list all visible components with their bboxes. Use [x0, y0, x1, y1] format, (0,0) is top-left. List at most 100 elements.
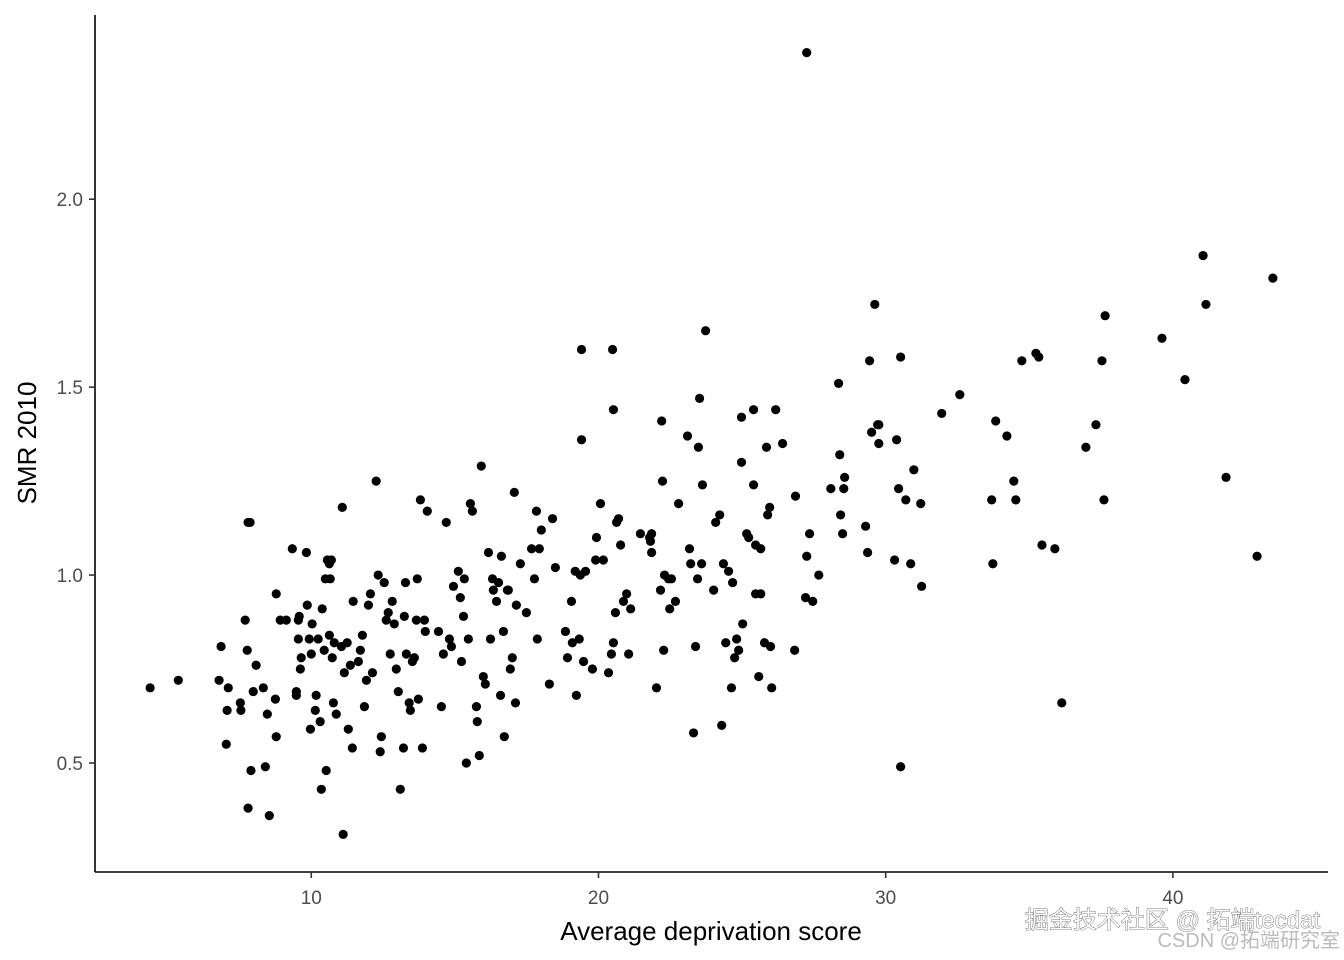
point: [711, 517, 721, 528]
point: [862, 547, 873, 558]
point: [808, 596, 818, 606]
point: [1157, 333, 1167, 343]
point: [328, 698, 338, 708]
point: [576, 344, 587, 355]
point: [826, 484, 836, 494]
point: [271, 589, 281, 599]
point: [412, 574, 422, 584]
point: [802, 551, 812, 561]
point: [624, 649, 634, 659]
point: [395, 784, 405, 794]
point: [1002, 431, 1012, 441]
point: [498, 626, 509, 637]
point: [937, 408, 947, 419]
point: [615, 540, 626, 550]
point: [560, 626, 571, 637]
point: [476, 461, 486, 471]
point: [465, 499, 475, 509]
point: [271, 732, 281, 742]
point: [463, 634, 473, 644]
point: [804, 529, 815, 539]
point: [296, 653, 306, 663]
point: [495, 690, 506, 700]
point: [536, 525, 546, 535]
point: [765, 641, 776, 652]
point: [459, 574, 469, 584]
point: [216, 641, 226, 652]
point: [608, 405, 619, 415]
point: [690, 641, 701, 652]
point: [338, 829, 348, 840]
point: [635, 529, 646, 539]
point: [613, 514, 624, 524]
point: [316, 784, 326, 794]
point: [302, 600, 312, 610]
point: [305, 724, 316, 734]
point: [294, 611, 304, 622]
point: [1180, 375, 1190, 385]
point: [674, 499, 684, 509]
point: [651, 683, 662, 693]
point: [790, 491, 801, 501]
point: [1057, 698, 1067, 708]
y-tick-label: 0.5: [57, 754, 83, 775]
point: [688, 728, 699, 738]
point: [248, 686, 258, 697]
watermark: 掘金技术社区 @ 拓端tecdat: [1025, 907, 1320, 934]
point: [833, 378, 844, 388]
point: [456, 656, 467, 667]
point: [393, 686, 403, 697]
point: [574, 634, 584, 644]
point: [647, 529, 657, 539]
point: [889, 555, 900, 565]
point: [357, 630, 367, 640]
point: [529, 574, 540, 584]
point: [840, 472, 850, 482]
point: [420, 626, 430, 637]
point: [756, 544, 766, 554]
point: [618, 596, 629, 606]
point: [329, 638, 339, 648]
point: [478, 671, 488, 682]
point: [909, 465, 919, 475]
point: [287, 544, 297, 554]
point: [659, 645, 669, 655]
point: [345, 660, 355, 670]
point: [744, 532, 754, 543]
point: [325, 574, 335, 584]
point: [441, 517, 451, 528]
point: [348, 596, 358, 606]
point: [578, 656, 589, 667]
point: [359, 702, 370, 712]
y-tick-label: 2.0: [57, 190, 83, 211]
point: [483, 547, 494, 558]
point: [472, 717, 482, 727]
point: [730, 653, 740, 663]
point: [251, 660, 261, 670]
point: [1099, 495, 1109, 505]
point: [331, 709, 341, 719]
point: [916, 581, 927, 591]
point: [767, 683, 777, 693]
point: [532, 634, 542, 644]
point: [607, 344, 618, 355]
point: [493, 577, 504, 588]
point: [721, 638, 731, 648]
point: [906, 559, 916, 569]
point: [1198, 250, 1208, 261]
point: [145, 683, 155, 693]
point: [692, 574, 703, 584]
point: [765, 502, 775, 512]
point: [243, 803, 253, 813]
point: [1091, 420, 1101, 430]
point: [684, 544, 695, 554]
point: [571, 690, 581, 700]
point: [608, 638, 619, 648]
point: [838, 529, 848, 539]
point: [511, 600, 521, 610]
point: [595, 499, 606, 509]
point: [373, 570, 383, 580]
point: [415, 495, 426, 505]
point: [723, 566, 734, 576]
